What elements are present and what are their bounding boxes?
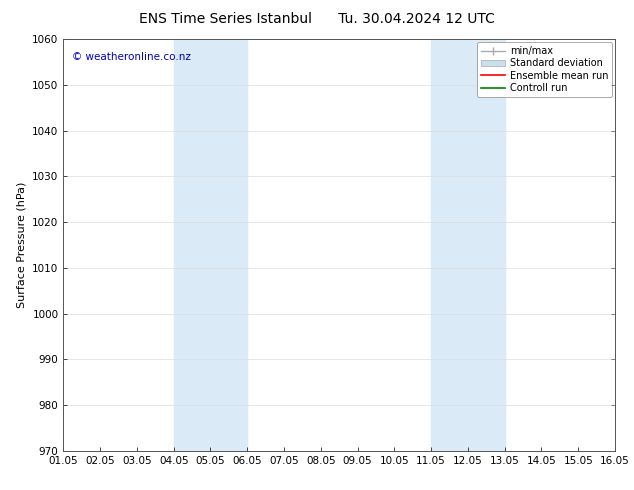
Text: © weatheronline.co.nz: © weatheronline.co.nz (72, 51, 191, 62)
Legend: min/max, Standard deviation, Ensemble mean run, Controll run: min/max, Standard deviation, Ensemble me… (477, 42, 612, 97)
Bar (174, 39, 247, 451)
Bar (431, 39, 505, 451)
Text: ENS Time Series Istanbul      Tu. 30.04.2024 12 UTC: ENS Time Series Istanbul Tu. 30.04.2024 … (139, 12, 495, 26)
Y-axis label: Surface Pressure (hPa): Surface Pressure (hPa) (16, 182, 27, 308)
